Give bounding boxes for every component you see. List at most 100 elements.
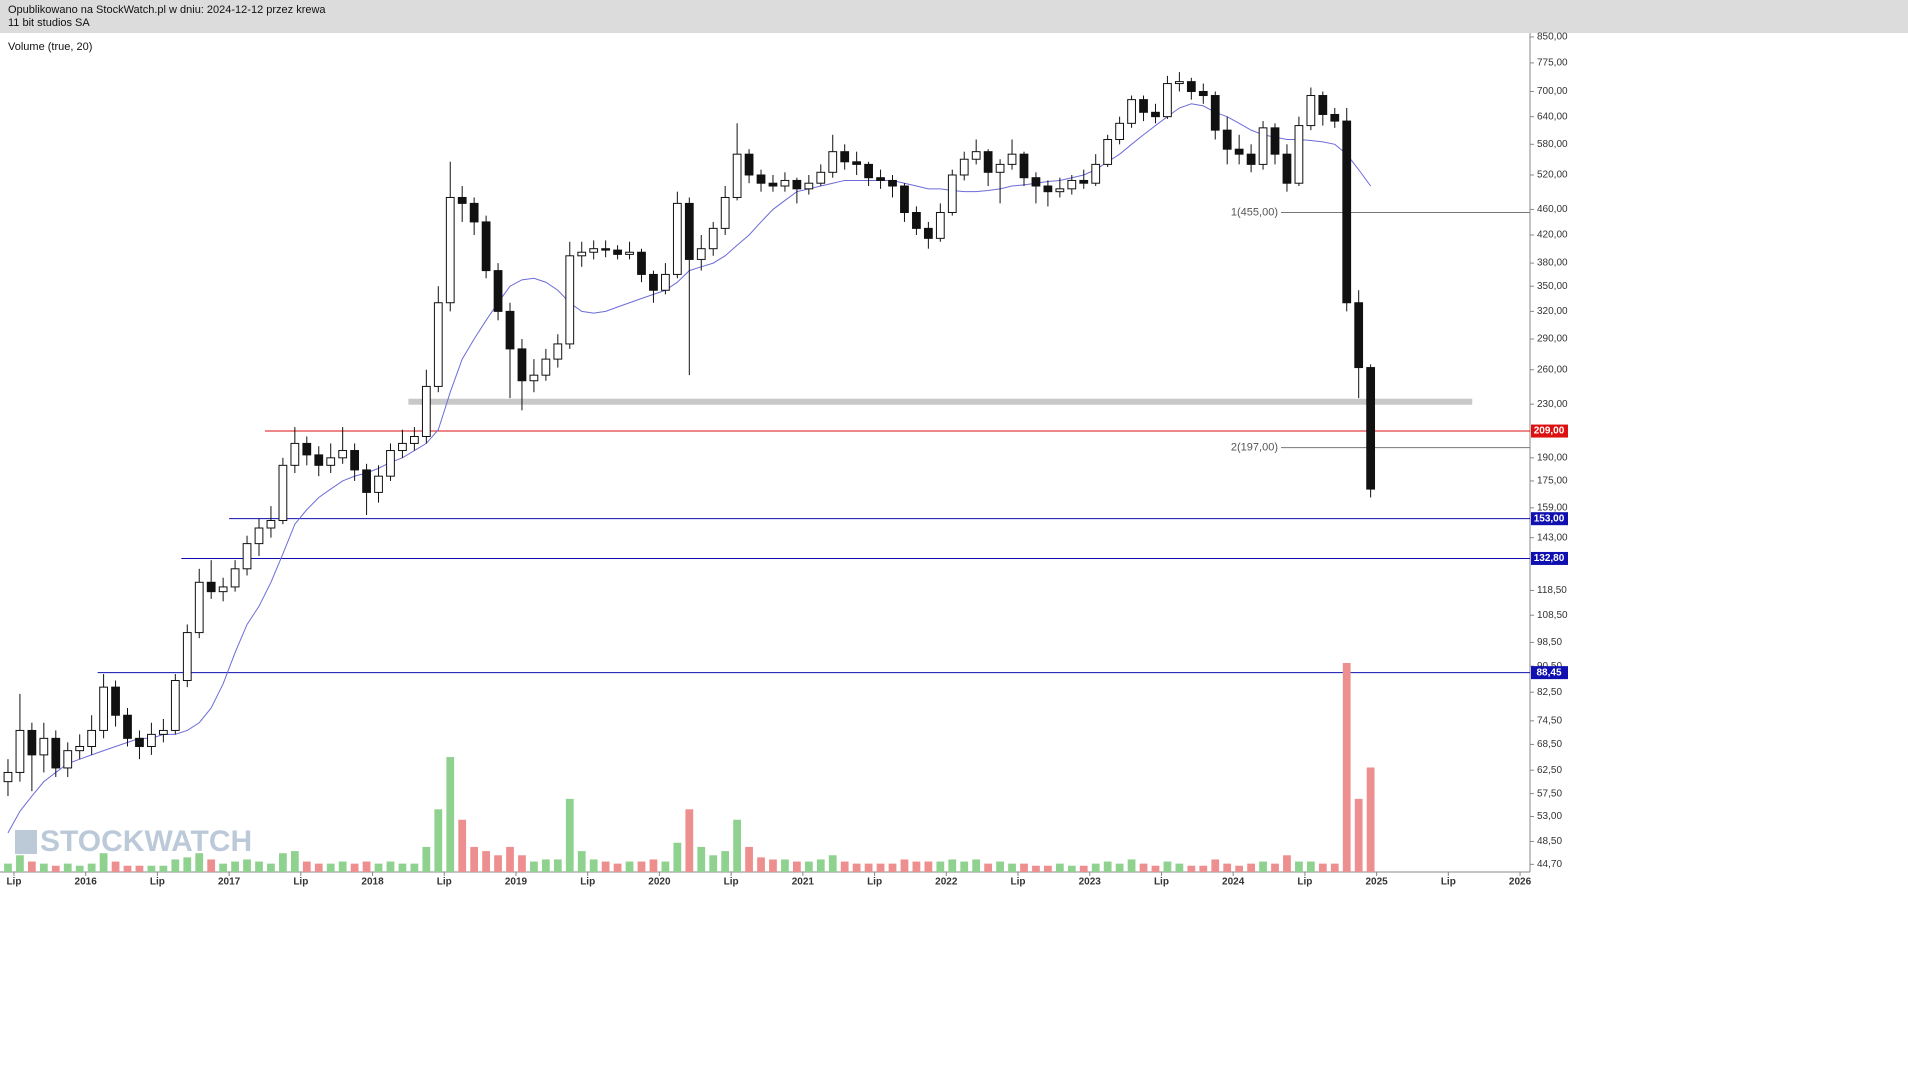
volume-bar: [434, 809, 443, 872]
watermark: STOCKWATCH: [40, 825, 252, 858]
candle-body: [3, 771, 13, 783]
candle-body: [87, 729, 97, 747]
x-tick-label: 2022: [935, 877, 958, 888]
volume-bar: [494, 855, 502, 872]
volume-bar: [1127, 859, 1136, 872]
y-tick-label: 850,00: [1537, 32, 1568, 43]
volume-bar: [219, 863, 228, 872]
volume-bar: [721, 851, 730, 872]
candle-body: [182, 632, 192, 682]
x-tick-label: Lip: [1154, 877, 1169, 888]
volume-bar: [553, 859, 562, 872]
volume-bar: [613, 863, 622, 872]
volume-bar: [1139, 863, 1148, 872]
x-tick-label: Lip: [293, 877, 308, 888]
volume-bar: [1318, 863, 1327, 872]
candle-body: [1318, 95, 1328, 115]
candle-body: [326, 457, 336, 466]
volume-bar: [482, 851, 490, 872]
y-tick-label: 62,50: [1537, 765, 1562, 776]
candle-body: [672, 202, 682, 275]
candle-body: [230, 568, 240, 588]
volume-bar: [685, 809, 694, 872]
candle-body: [840, 151, 850, 163]
x-tick-label: Lip: [1441, 877, 1456, 888]
volume-bar: [960, 861, 969, 872]
candle-body: [1342, 120, 1352, 304]
candle-body: [696, 248, 706, 260]
volume-bar: [816, 859, 825, 872]
volume-bar: [302, 861, 311, 872]
volume-bar: [649, 859, 658, 872]
volume-bar: [350, 863, 359, 872]
x-tick-label: 2021: [792, 877, 815, 888]
header-bar: Opublikowano na StockWatch.pl w dniu: 20…: [0, 0, 1908, 33]
candle-body: [290, 442, 300, 466]
level-label: 2(197,00): [1231, 442, 1278, 454]
candle-body: [708, 227, 718, 250]
volume-bar: [123, 865, 132, 872]
volume-bar: [4, 863, 12, 872]
candle-body: [1282, 153, 1292, 184]
candle-body: [816, 171, 826, 184]
volume-bar: [984, 863, 993, 872]
volume-bar: [948, 859, 957, 872]
volume-bar: [924, 861, 933, 872]
candle-body: [541, 358, 551, 376]
volume-bar: [458, 819, 467, 872]
candle-body: [1174, 81, 1184, 85]
candle-body: [302, 442, 312, 456]
candle-body: [864, 163, 873, 179]
x-tick-label: Lip: [1011, 877, 1026, 888]
y-tick-label: 520,00: [1537, 170, 1568, 181]
y-tick-label: 350,00: [1537, 281, 1568, 292]
x-tick-label: 2026: [1509, 877, 1532, 888]
candle-body: [720, 196, 730, 229]
candle-body: [1246, 153, 1256, 165]
volume-bar: [1271, 863, 1279, 872]
candle-body: [935, 212, 945, 239]
volume-bar: [745, 846, 753, 872]
volume-bar: [290, 851, 299, 872]
volume-bar: [99, 853, 108, 872]
x-tick-label: 2025: [1365, 877, 1388, 888]
volume-bar: [1187, 865, 1196, 872]
candle-body: [147, 733, 156, 747]
y-tick-label: 260,00: [1537, 364, 1568, 375]
y-tick-label: 44,70: [1537, 859, 1562, 870]
volume-bar: [506, 846, 514, 872]
volume-bar: [410, 863, 419, 872]
volume-bar: [852, 863, 861, 872]
candle-body: [923, 227, 933, 239]
volume-bar: [541, 859, 550, 872]
candle-body: [792, 179, 802, 190]
volume-bar: [530, 861, 538, 872]
volume-bar: [1295, 861, 1303, 872]
volume-bar: [1247, 863, 1255, 872]
candle-body: [27, 729, 37, 756]
candle-body: [1186, 81, 1196, 92]
volume-bar: [1175, 863, 1184, 872]
volume-bar: [183, 857, 192, 872]
volume-bar: [996, 861, 1004, 872]
candle-body: [135, 737, 144, 747]
volume-bar: [637, 861, 646, 872]
volume-bar: [1079, 865, 1088, 872]
candle-body: [99, 686, 108, 731]
y-tick-label: 230,00: [1537, 399, 1568, 410]
y-tick-label: 775,00: [1537, 58, 1568, 69]
volume-bar: [1330, 863, 1339, 872]
x-tick-label: 2017: [218, 877, 241, 888]
candle-body: [565, 255, 575, 345]
x-tick-label: Lip: [1297, 877, 1312, 888]
x-tick-label: Lip: [6, 877, 21, 888]
indicator-label: Volume (true, 20): [8, 41, 92, 53]
candle-body: [613, 249, 622, 255]
volume-bar: [757, 857, 765, 872]
y-tick-label: 640,00: [1537, 111, 1568, 122]
y-tick-label: 290,00: [1537, 334, 1568, 345]
y-tick-label: 68,50: [1537, 739, 1562, 750]
volume-bar: [255, 861, 263, 872]
x-tick-label: Lip: [580, 877, 595, 888]
